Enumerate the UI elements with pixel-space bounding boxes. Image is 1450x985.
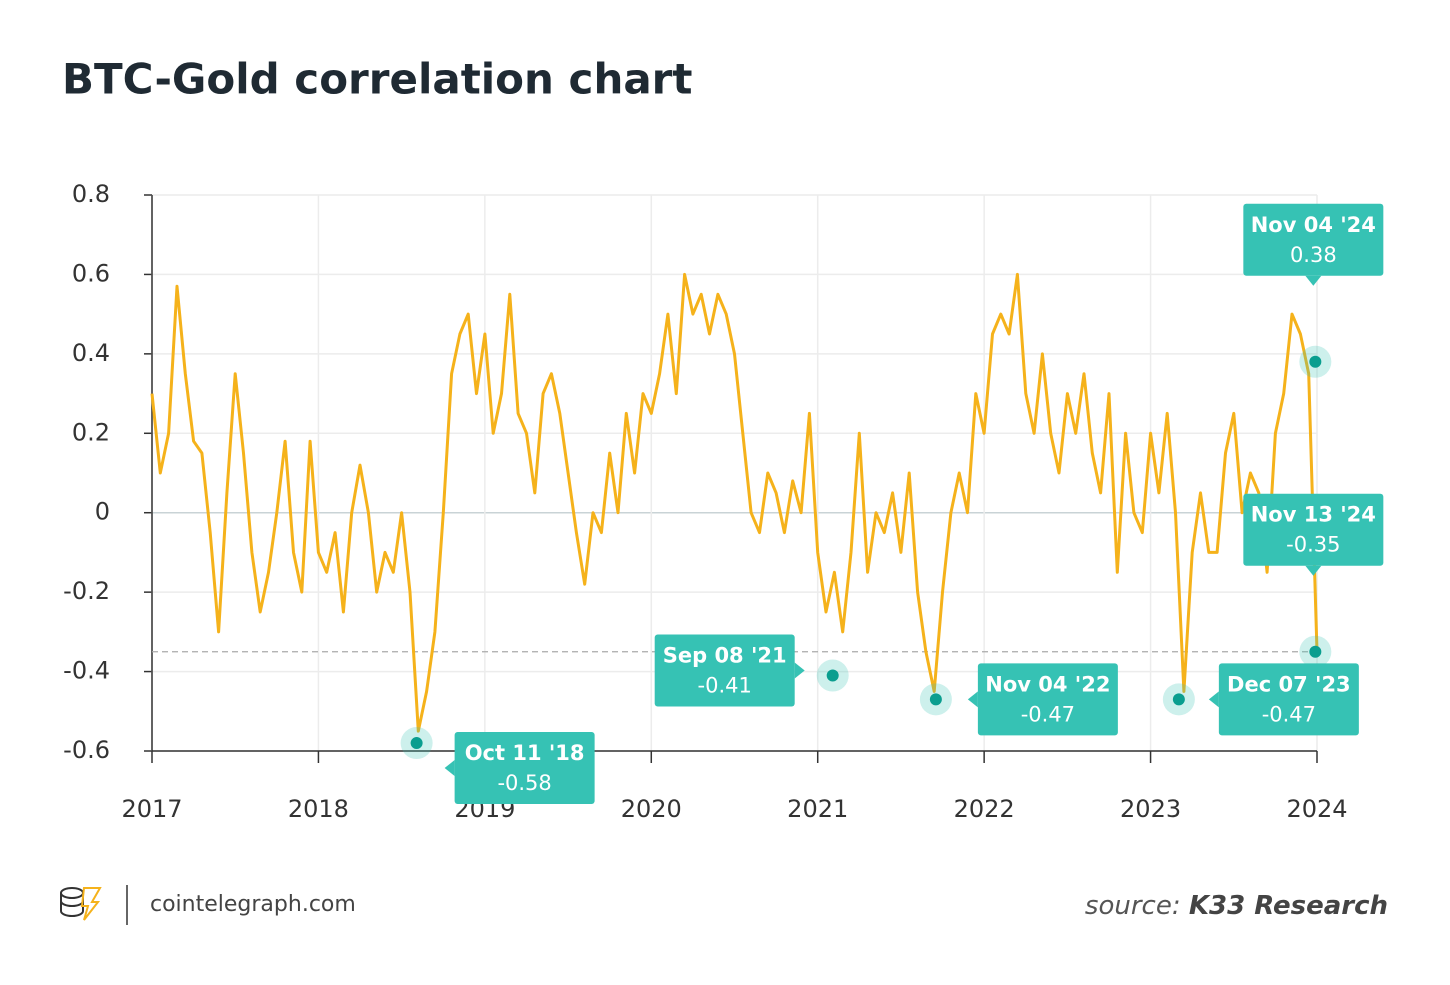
marker (1172, 693, 1185, 706)
source: source: K33 Research (1085, 891, 1388, 921)
callout-box (1218, 663, 1359, 736)
callout-value: -0.47 (1021, 702, 1075, 726)
callout-label: Nov 13 '24 (1251, 503, 1376, 527)
callout-value: 0.38 (1290, 243, 1337, 267)
callout: Nov 13 '24 -0.35 (1243, 493, 1384, 668)
chart-title: BTC-Gold correlation chart (62, 55, 692, 104)
callout-pointer (444, 760, 455, 777)
callout-box (1243, 493, 1384, 566)
callout-box (977, 663, 1118, 736)
callout-label: Nov 04 '24 (1251, 213, 1376, 237)
marker (1309, 645, 1322, 658)
callout-value: -0.58 (497, 771, 551, 795)
logo (60, 887, 102, 921)
callout-pointer (1208, 691, 1219, 708)
callout-pointer (1305, 275, 1322, 286)
y-tick-label: 0.2 (72, 418, 110, 446)
x-tick-label: 2021 (787, 795, 848, 823)
y-tick-label: -0.4 (63, 657, 110, 685)
marker (410, 737, 423, 750)
callout-box (1243, 203, 1384, 276)
callout-pointer (794, 662, 805, 679)
callout-value: -0.41 (698, 674, 752, 698)
callout-box (654, 634, 795, 707)
x-tick-label: 2024 (1286, 795, 1347, 823)
marker (929, 693, 942, 706)
y-tick-label: 0.6 (72, 259, 110, 287)
callout-label: Nov 04 '22 (985, 672, 1110, 696)
series-line (150, 272, 1319, 733)
callout-pointer (967, 691, 978, 708)
x-tick-label: 2020 (621, 795, 682, 823)
callout: Dec 07 '23 -0.47 (1162, 663, 1359, 736)
callout-label: Sep 08 '21 (663, 644, 787, 668)
marker (826, 669, 839, 682)
marker (1309, 355, 1322, 368)
x-tick-label: 2018 (288, 795, 349, 823)
callout-label: Dec 07 '23 (1227, 672, 1351, 696)
callout: Oct 11 '18 -0.58 (400, 727, 595, 805)
callout: Nov 04 '22 -0.47 (919, 663, 1118, 736)
callout-pointer (1305, 565, 1322, 576)
x-tick-label: 2022 (954, 795, 1015, 823)
source-prefix: source: (1085, 891, 1181, 921)
callout-value: -0.35 (1286, 533, 1340, 557)
callout-label: Oct 11 '18 (465, 741, 585, 765)
callout-value: -0.47 (1262, 702, 1316, 726)
callout-box (454, 732, 595, 805)
y-tick-label: 0.8 (72, 180, 110, 208)
y-tick-label: -0.6 (63, 736, 110, 764)
y-tick-label: 0 (95, 498, 110, 526)
callout: Sep 08 '21 -0.41 (654, 634, 849, 707)
y-tick-label: -0.2 (63, 577, 110, 605)
source-name: K33 Research (1189, 891, 1388, 921)
x-tick-label: 2017 (121, 795, 182, 823)
callout: Nov 04 '24 0.38 (1243, 203, 1384, 378)
x-tick-label: 2023 (1120, 795, 1181, 823)
y-tick-label: 0.4 (72, 339, 110, 367)
site: cointelegraph.com (150, 892, 356, 917)
